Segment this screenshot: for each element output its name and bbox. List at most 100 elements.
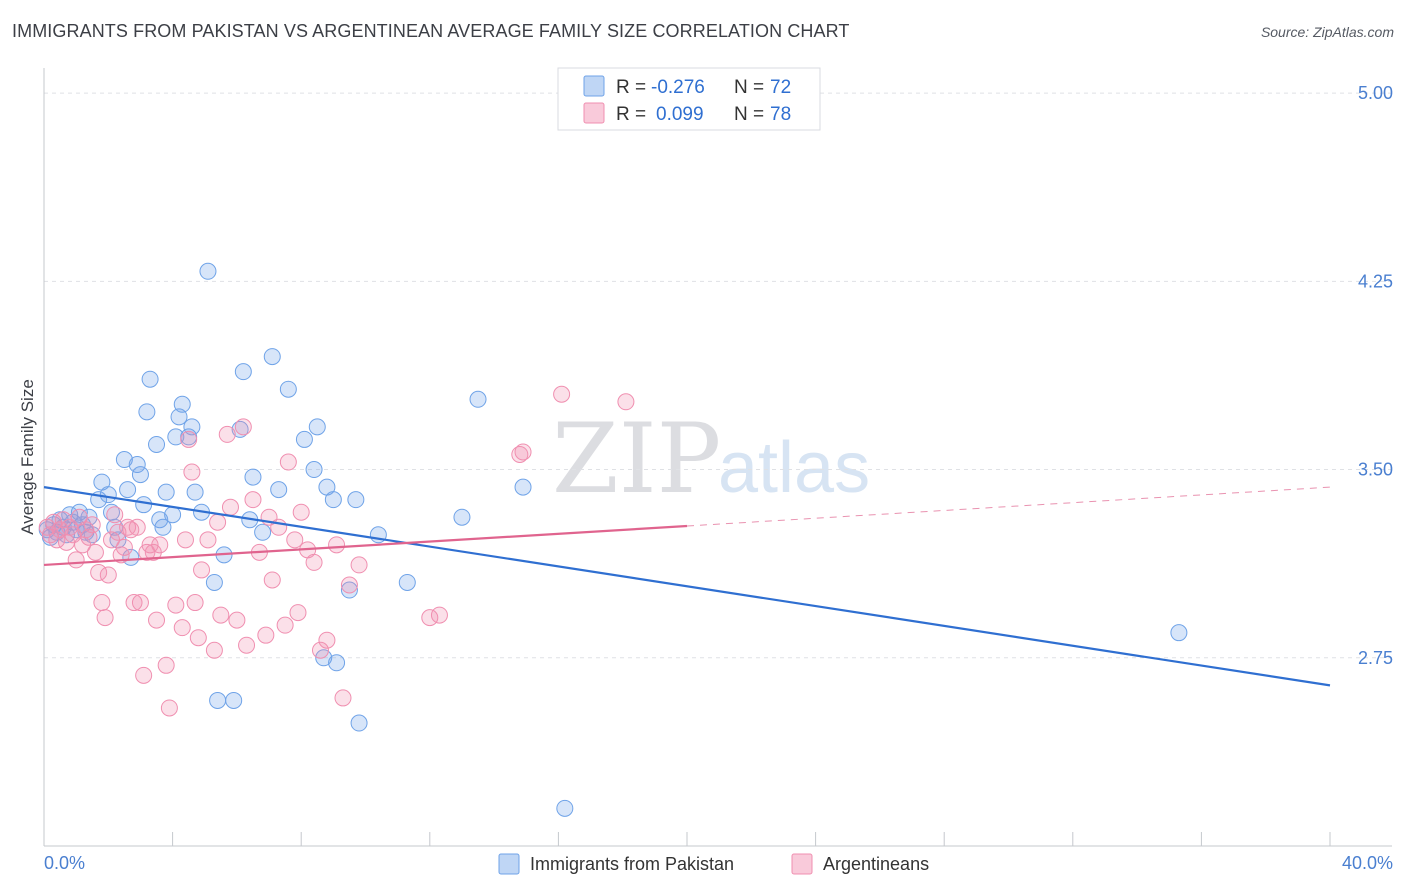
point-pakistan	[270, 481, 288, 499]
point-argentinean	[80, 528, 98, 546]
point-argentinean	[212, 606, 230, 624]
point-pakistan	[141, 370, 159, 388]
point-argentinean	[173, 619, 191, 637]
x-tick-marks	[43, 832, 1331, 846]
trend-line-argentineans	[43, 524, 688, 567]
y-tick-labels: 2.75 3.50 4.25 5.00	[1358, 83, 1393, 668]
point-argentinean	[99, 566, 117, 584]
point-argentinean	[128, 518, 146, 536]
point-argentinean	[238, 636, 256, 654]
point-pakistan	[167, 428, 185, 446]
point-pakistan	[234, 363, 252, 381]
point-argentinean	[180, 430, 198, 448]
point-pakistan	[453, 508, 471, 526]
point-pakistan	[128, 456, 146, 474]
point-pakistan	[514, 478, 532, 496]
legend-bottom-label-pakistan: Immigrants from Pakistan	[530, 854, 734, 874]
point-argentinean	[289, 604, 307, 622]
legend-r-value-argentineans: 0.099	[656, 104, 704, 125]
point-argentinean	[292, 503, 310, 521]
point-pakistan	[244, 468, 262, 486]
point-argentinean	[151, 536, 169, 554]
legend-r-label-argentineans: R =	[616, 104, 646, 125]
point-argentinean	[186, 594, 204, 612]
legend-swatch-argentineans	[583, 102, 605, 124]
point-pakistan	[138, 403, 156, 421]
point-argentinean	[86, 543, 104, 561]
trend-lines	[43, 486, 1331, 687]
legend-r-value-pakistan: -0.276	[651, 77, 705, 98]
point-argentinean	[511, 445, 529, 463]
legend-n-label-argentineans: N =	[734, 104, 764, 125]
point-argentinean	[311, 641, 329, 659]
trend-line-pakistan	[43, 486, 1331, 687]
trend-line-argentineans-extension	[686, 486, 1331, 527]
point-pakistan	[398, 573, 416, 591]
watermark-atlas: atlas	[718, 428, 870, 508]
point-pakistan	[199, 262, 217, 280]
point-argentinean	[193, 561, 211, 579]
point-argentinean	[189, 629, 207, 647]
point-argentinean	[48, 531, 66, 549]
point-pakistan	[254, 523, 272, 541]
point-pakistan	[209, 691, 227, 709]
point-argentinean	[183, 463, 201, 481]
x-tick-label-min: 0.0%	[44, 853, 85, 873]
y-tick-label: 3.50	[1358, 460, 1393, 480]
point-pakistan	[328, 654, 346, 672]
y-tick-label: 2.75	[1358, 648, 1393, 668]
point-argentinean	[205, 641, 223, 659]
chart-title: IMMIGRANTS FROM PAKISTAN VS ARGENTINEAN …	[12, 21, 850, 41]
legend-bottom-swatch-argentineans	[791, 853, 813, 875]
point-pakistan	[115, 451, 133, 469]
point-pakistan	[135, 496, 153, 514]
legend-r-label-pakistan: R =	[616, 77, 646, 98]
point-pakistan	[70, 503, 88, 521]
point-pakistan	[324, 491, 342, 509]
point-pakistan	[164, 506, 182, 524]
point-pakistan	[469, 390, 487, 408]
point-pakistan	[154, 518, 172, 536]
point-pakistan	[99, 486, 117, 504]
point-argentinean	[318, 631, 336, 649]
point-argentinean	[430, 606, 448, 624]
point-argentinean	[257, 626, 275, 644]
point-argentinean	[157, 656, 175, 674]
legend-bottom: Immigrants from Pakistan Argentineans	[498, 853, 929, 875]
point-argentinean	[617, 393, 635, 411]
point-argentinean	[109, 523, 127, 541]
point-argentinean	[167, 596, 185, 614]
point-argentinean	[350, 556, 368, 574]
point-pakistan	[225, 691, 243, 709]
point-argentinean	[228, 611, 246, 629]
point-pakistan	[305, 461, 323, 479]
legend-swatch-pakistan	[583, 75, 605, 97]
point-argentinean	[305, 553, 323, 571]
point-argentinean	[328, 536, 346, 554]
point-argentinean	[218, 425, 236, 443]
legend-bottom-swatch-pakistan	[498, 853, 520, 875]
watermark-zip: ZIP	[552, 403, 721, 515]
scatter-points	[38, 262, 1188, 817]
x-tick-label-max: 40.0%	[1342, 853, 1393, 873]
point-pakistan	[122, 548, 140, 566]
point-pakistan	[347, 491, 365, 509]
point-pakistan	[183, 418, 201, 436]
point-argentinean	[90, 563, 108, 581]
point-pakistan	[556, 799, 574, 817]
point-argentinean	[83, 516, 101, 534]
point-argentinean	[421, 609, 439, 627]
point-pakistan	[205, 573, 223, 591]
point-argentinean	[276, 616, 294, 634]
y-tick-label: 5.00	[1358, 83, 1393, 103]
point-pakistan	[295, 430, 313, 448]
y-tick-label: 4.25	[1358, 271, 1393, 291]
point-argentinean	[340, 576, 358, 594]
point-pakistan	[350, 714, 368, 732]
point-pakistan	[263, 348, 281, 366]
point-argentinean	[115, 538, 133, 556]
legend-top: R = -0.276 N = 72 R = 0.099 N = 78	[557, 67, 821, 131]
point-argentinean	[263, 571, 281, 589]
point-argentinean	[148, 611, 166, 629]
